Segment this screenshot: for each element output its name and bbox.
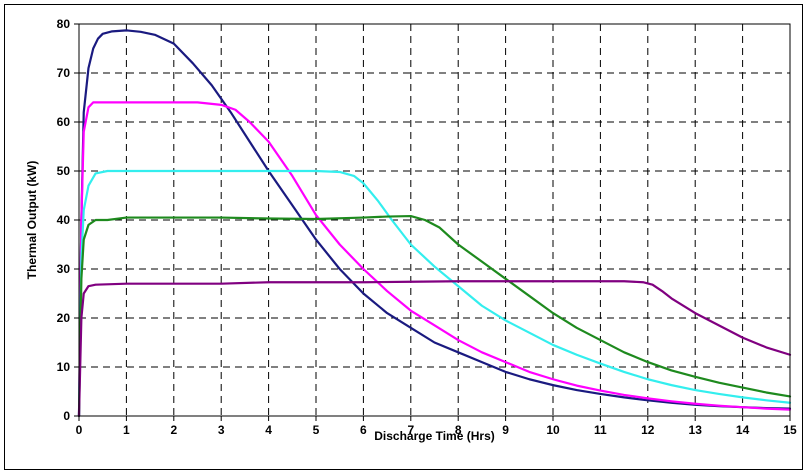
x-tick-label: 8 xyxy=(455,423,462,437)
x-tick-labels: 0 1 2 3 4 5 6 7 8 9 10 11 12 13 14 15 xyxy=(76,416,797,437)
y-tick-label: 20 xyxy=(57,311,71,325)
y-tick-labels: 0 10 20 30 40 50 60 70 80 xyxy=(57,17,79,423)
x-tick-label: 4 xyxy=(265,423,272,437)
x-tick-label: 6 xyxy=(360,423,367,437)
x-tick-label: 0 xyxy=(76,423,83,437)
y-tick-label: 0 xyxy=(63,409,70,423)
x-tick-label: 15 xyxy=(783,423,797,437)
x-tick-label: 3 xyxy=(218,423,225,437)
series-line-1 xyxy=(77,29,792,418)
x-axis-title: Discharge Time (Hrs) xyxy=(374,429,495,443)
x-tick-label: 1 xyxy=(123,423,130,437)
y-tick-label: 50 xyxy=(57,164,71,178)
series-line-2 xyxy=(77,101,792,418)
y-axis-title: Thermal Output (kW) xyxy=(25,161,39,280)
x-tick-label: 11 xyxy=(594,423,607,437)
y-tick-label: 70 xyxy=(57,66,71,80)
x-tick-label: 5 xyxy=(313,423,320,437)
series-line-4 xyxy=(77,214,792,418)
y-tick-label: 60 xyxy=(57,115,71,129)
y-tick-label: 40 xyxy=(57,213,71,227)
series-group xyxy=(77,29,792,418)
x-tick-label: 7 xyxy=(407,423,414,437)
series-line-3 xyxy=(77,169,792,418)
series-line-5 xyxy=(77,280,792,418)
y-tick-label: 30 xyxy=(57,262,71,276)
y-tick-label: 80 xyxy=(57,17,71,31)
y-tick-label: 10 xyxy=(57,360,71,374)
x-tick-label: 9 xyxy=(502,423,509,437)
x-tick-label: 14 xyxy=(736,423,750,437)
x-tick-label: 12 xyxy=(641,423,655,437)
x-tick-label: 2 xyxy=(170,423,177,437)
grid xyxy=(79,24,790,416)
x-tick-label: 10 xyxy=(546,423,560,437)
x-tick-label: 13 xyxy=(689,423,703,437)
